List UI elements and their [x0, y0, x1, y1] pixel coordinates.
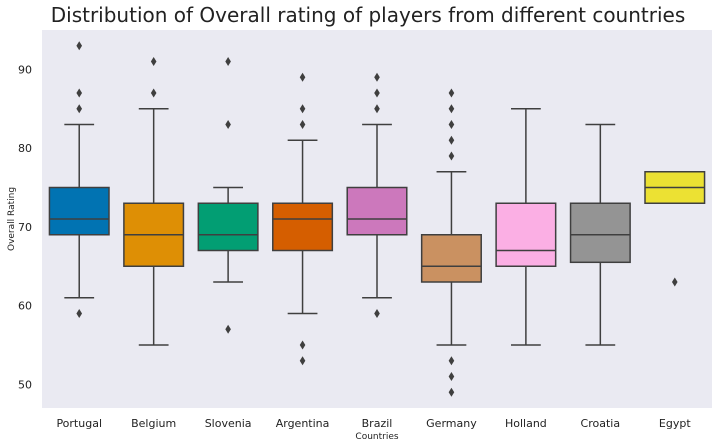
- outlier-point: [448, 387, 455, 397]
- outlier-point: [448, 120, 455, 129]
- x-tick-label: Belgium: [131, 417, 176, 430]
- outlier-point: [448, 135, 455, 145]
- outlier-point: [299, 356, 306, 366]
- outlier-point: [671, 277, 678, 287]
- y-tick-label: 70: [18, 221, 32, 234]
- outlier-point: [374, 309, 380, 318]
- outlier-point: [225, 324, 231, 334]
- x-tick-label: Germany: [426, 417, 477, 430]
- outlier-point: [76, 309, 83, 318]
- outlier-point: [448, 372, 455, 381]
- boxes: [48, 41, 706, 397]
- outlier-point: [225, 57, 231, 66]
- box-iqr: [420, 234, 482, 283]
- y-axis-label: Overall Rating: [7, 187, 17, 251]
- outlier-point: [374, 104, 380, 114]
- box-germany: [420, 88, 482, 397]
- box-iqr: [272, 202, 334, 252]
- outlier-point: [76, 104, 83, 114]
- x-axis-ticks: Portugal Belgium Slovenia Argentina Brazil Ge…: [56, 417, 691, 430]
- box-iqr: [346, 186, 408, 236]
- outlier-point: [150, 57, 157, 66]
- x-tick-label: Croatia: [581, 417, 621, 430]
- box-belgium: [123, 57, 185, 346]
- chart-title: Distribution of Overall rating of player…: [51, 3, 686, 27]
- y-tick-label: 60: [18, 300, 32, 313]
- outlier-point: [299, 120, 306, 129]
- box-holland: [495, 108, 557, 346]
- box-slovenia: [197, 57, 259, 334]
- box-egypt: [644, 171, 706, 287]
- outlier-point: [76, 41, 83, 51]
- outlier-point: [448, 151, 455, 161]
- box-iqr: [495, 202, 557, 267]
- outlier-point: [374, 72, 380, 82]
- box-brazil: [346, 72, 408, 318]
- outlier-point: [150, 88, 157, 98]
- outlier-point: [76, 88, 83, 98]
- outlier-point: [299, 340, 306, 350]
- box-iqr: [48, 186, 110, 236]
- outlier-point: [299, 104, 306, 114]
- x-tick-label: Brazil: [362, 417, 393, 430]
- y-tick-label: 80: [18, 142, 32, 155]
- outlier-point: [225, 120, 231, 129]
- x-axis-label: Countries: [355, 432, 398, 442]
- outlier-point: [374, 88, 380, 98]
- x-tick-label: Argentina: [276, 417, 330, 430]
- x-tick-label: Portugal: [56, 417, 102, 430]
- box-argentina: [272, 72, 334, 366]
- outlier-point: [299, 72, 306, 82]
- x-tick-label: Holland: [505, 417, 547, 430]
- outlier-point: [448, 88, 455, 98]
- y-tick-label: 90: [18, 63, 32, 76]
- x-tick-label: Egypt: [659, 417, 691, 430]
- y-axis-ticks: 50 60 70 80 90: [18, 63, 32, 391]
- outlier-point: [448, 104, 455, 114]
- x-tick-label: Slovenia: [205, 417, 252, 430]
- y-tick-label: 50: [18, 378, 32, 391]
- box-croatia: [569, 123, 631, 346]
- box-portugal: [48, 41, 110, 318]
- box-iqr: [569, 202, 631, 264]
- box-iqr: [197, 202, 259, 252]
- outlier-point: [448, 356, 455, 366]
